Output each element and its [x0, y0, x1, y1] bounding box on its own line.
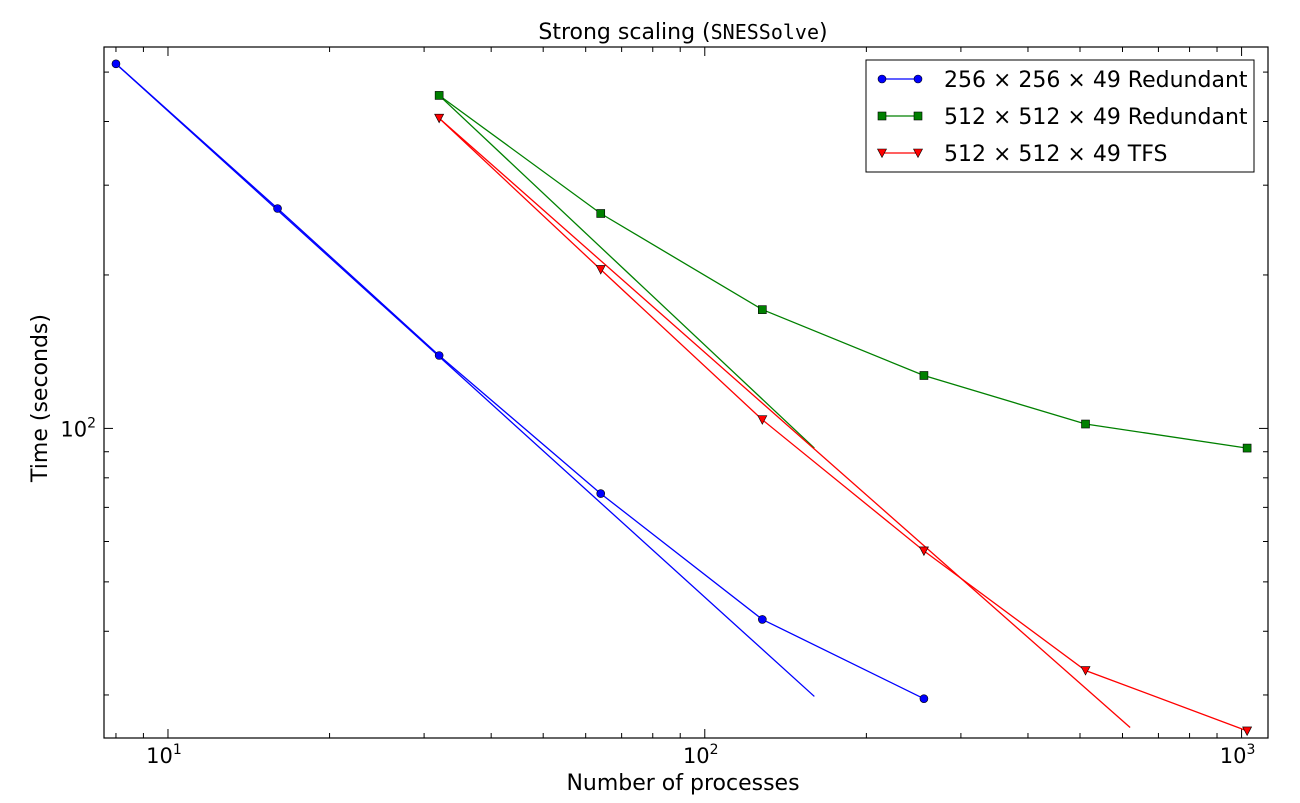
series-2-reference-line — [438, 94, 815, 449]
legend-label: 512 × 512 × 49 TFS — [944, 142, 1167, 167]
series-3-line — [438, 117, 1248, 732]
legend-marker — [877, 111, 887, 121]
series-1-point — [758, 615, 767, 624]
legend-marker — [913, 148, 923, 159]
series-2-point — [919, 371, 929, 380]
series-3-point — [434, 113, 445, 124]
series-2 — [434, 91, 1252, 453]
series-3-point — [918, 546, 929, 557]
series-2-point — [1081, 419, 1090, 429]
series-3 — [434, 113, 1253, 737]
legend-marker — [913, 111, 923, 121]
plot-frame — [103, 46, 1269, 739]
series-1-point — [111, 59, 121, 69]
legend-label: 256 × 256 × 49 Redundant — [944, 68, 1248, 93]
legend-box — [865, 59, 1255, 173]
y-axis-label: Time (seconds) — [28, 314, 53, 483]
legend-marker — [913, 74, 923, 84]
series-3-point — [595, 265, 606, 275]
series-1-point — [596, 489, 606, 498]
series-1-line — [115, 63, 925, 700]
series-3-reference-line — [438, 117, 1131, 728]
legend-marker — [877, 74, 887, 84]
series-2-point — [1242, 443, 1252, 453]
series-2-point — [596, 209, 606, 218]
legend-label: 512 × 512 × 49 Redundant — [944, 105, 1248, 130]
x-tick-label: 103 — [1220, 742, 1256, 768]
legend-marker — [877, 148, 887, 159]
series-1-point — [434, 351, 444, 360]
series-3-point — [1242, 726, 1253, 737]
series-3-point — [757, 415, 768, 425]
series-3-point — [1080, 666, 1091, 676]
legend: 256 × 256 × 49 Redundant 512 × 512 × 49 R… — [865, 59, 1255, 173]
chart-title: Strong scaling (SNESSolve) — [538, 20, 827, 45]
series-2-point — [434, 91, 444, 100]
series-layer — [111, 59, 1253, 737]
series-1-reference-line — [115, 63, 815, 697]
y-tick-label: 102 — [60, 415, 96, 441]
x-axis-label: Number of processes — [566, 771, 799, 796]
series-1-point — [273, 204, 282, 213]
axis-ticks: 101 102 103 102 — [60, 47, 1268, 768]
series-2-point — [758, 305, 767, 314]
x-tick-label: 102 — [683, 742, 719, 768]
series-1-point — [919, 694, 929, 703]
series-2-line — [438, 94, 1248, 449]
series-1 — [111, 59, 929, 703]
x-tick-label: 101 — [146, 742, 182, 768]
